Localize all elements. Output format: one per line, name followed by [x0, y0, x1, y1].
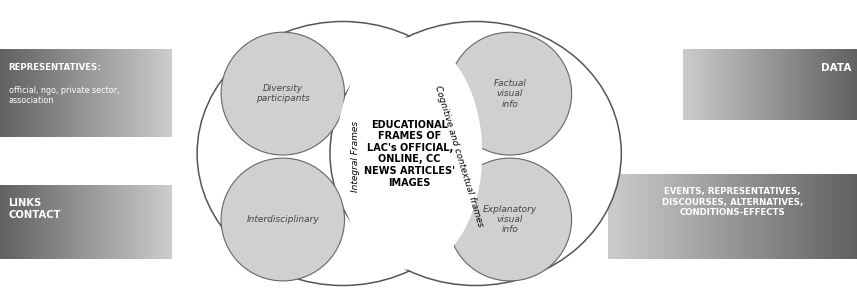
Ellipse shape [221, 32, 345, 155]
Text: Interdisciplinary: Interdisciplinary [247, 215, 319, 224]
Text: Cognitive and contextual frames: Cognitive and contextual frames [434, 85, 485, 228]
Text: DATA: DATA [821, 63, 851, 73]
Text: EVENTS, REPRESENTATIVES,
DISCOURSES, ALTERNATIVES,
CONDITIONS-EFFECTS: EVENTS, REPRESENTATIVES, DISCOURSES, ALT… [662, 187, 803, 217]
Text: Explanatory
visual
info: Explanatory visual info [482, 204, 537, 235]
Ellipse shape [336, 37, 482, 270]
Ellipse shape [448, 158, 572, 281]
Text: Factual
visual
info: Factual visual info [494, 79, 526, 109]
Ellipse shape [448, 32, 572, 155]
Ellipse shape [330, 21, 621, 286]
Text: Integral Frames: Integral Frames [351, 121, 360, 192]
Text: Diversity
participants: Diversity participants [256, 84, 309, 103]
Ellipse shape [221, 158, 345, 281]
Text: REPRESENTATIVES:: REPRESENTATIVES: [9, 63, 101, 72]
Text: official, ngo, private sector,
association: official, ngo, private sector, associati… [9, 86, 119, 105]
Ellipse shape [197, 21, 488, 286]
Text: EDUCATIONAL
FRAMES OF
LAC's OFFICIAL,
ONLINE, CC
NEWS ARTICLES'
IMAGES: EDUCATIONAL FRAMES OF LAC's OFFICIAL, ON… [364, 119, 455, 188]
Text: LINKS
CONTACT: LINKS CONTACT [9, 198, 61, 220]
